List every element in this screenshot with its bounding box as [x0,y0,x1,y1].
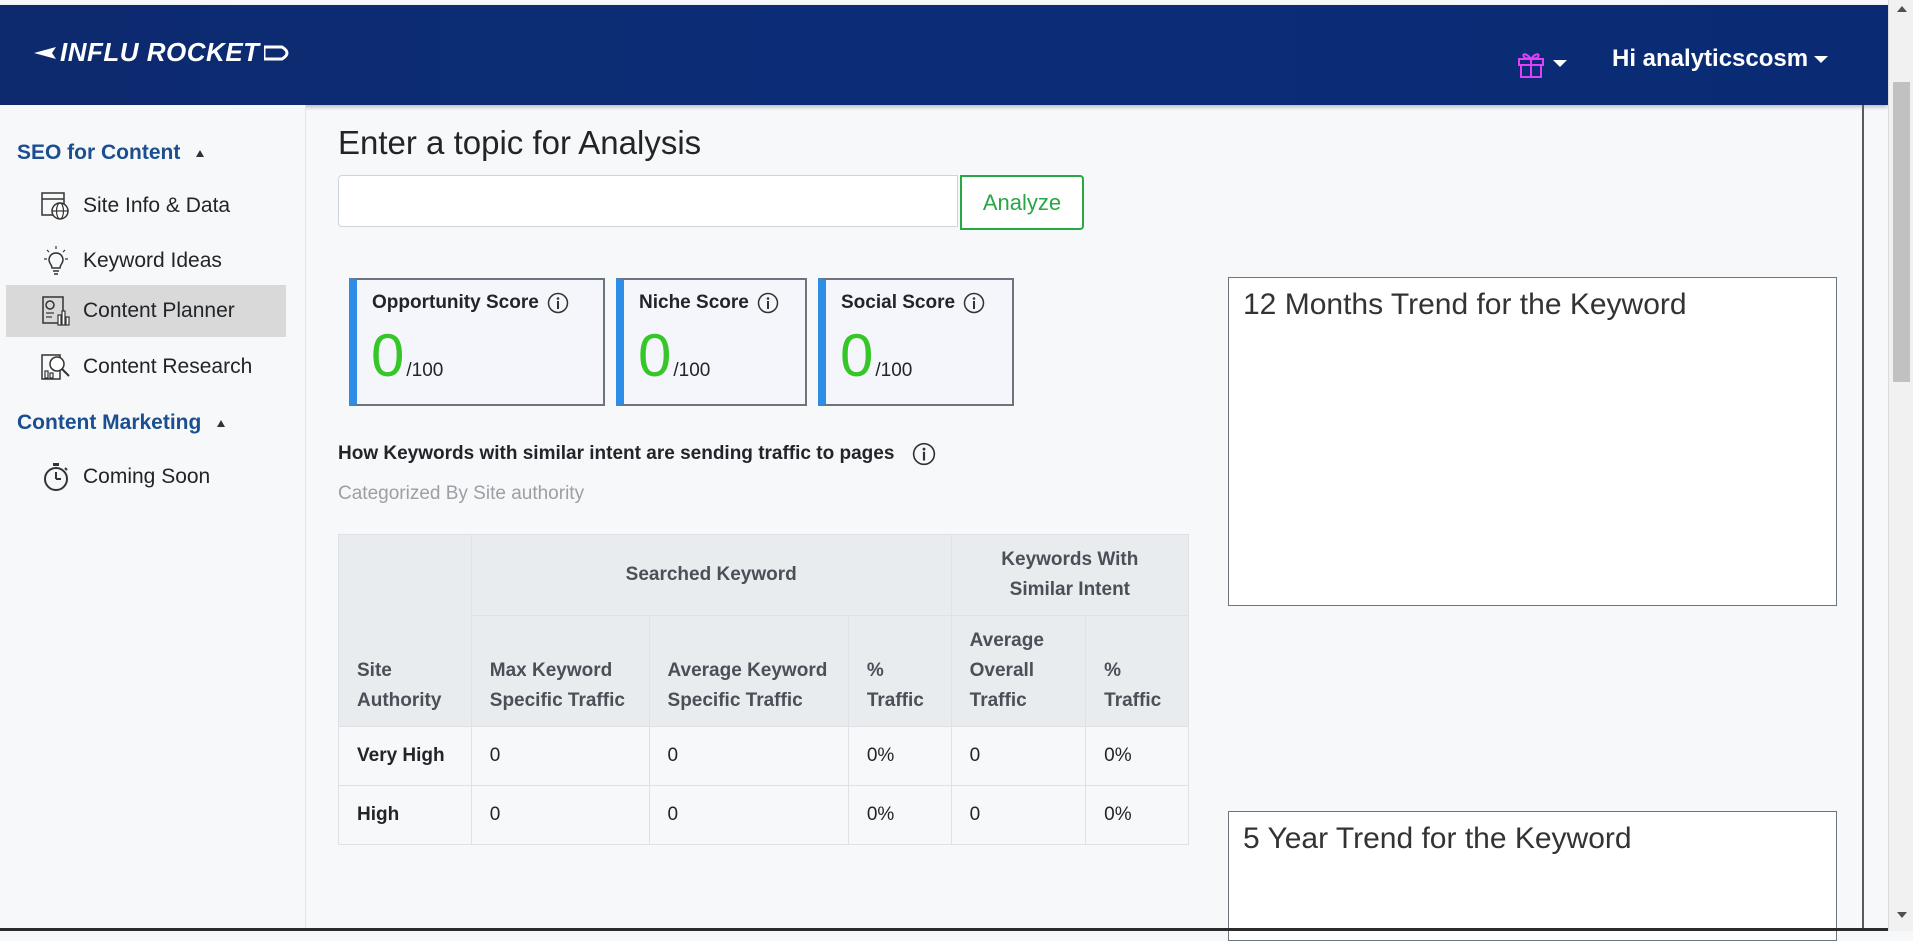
score-label-text: Social Score [841,292,956,313]
scroll-down-arrow-icon[interactable] [1897,912,1907,918]
sidebar: SEO for Content Site Info & Data [0,105,306,931]
chevron-down-icon [1814,55,1829,63]
score-value: 0/100 [371,326,443,386]
column-header: Max Keyword Specific Traffic [470,615,650,727]
traffic-heading: How Keywords with similar intent are sen… [338,442,936,466]
traffic-caption: Categorized By Site authority [338,483,585,504]
column-header: Average Keyword Specific Traffic [648,615,849,727]
globe-grid-icon [39,189,73,223]
row-authority: High [338,785,472,845]
score-number: 0 [638,322,672,389]
table-cell: 0 [950,726,1087,786]
sidebar-item-label: Coming Soon [83,465,211,488]
gift-dropdown[interactable] [1515,47,1567,79]
score-max: /100 [673,360,711,381]
page-title: Enter a topic for Analysis [338,124,702,161]
window-bottom-edge [0,928,1888,931]
collapse-arrow-icon [217,419,226,427]
column-group-similar-intent: Keywords With Similar Intent [950,534,1190,616]
score-max: /100 [875,360,913,381]
score-number: 0 [371,322,405,389]
score-value: 0/100 [840,326,912,386]
sidebar-item-coming-soon[interactable]: Coming Soon [6,451,286,503]
table-cell: 0% [847,785,952,845]
column-header: Average Overall Traffic [950,615,1087,727]
sidebar-item-label: Keyword Ideas [83,249,222,272]
top-navbar: INFLU ROCKET Hi analyticscosm [0,5,1888,105]
opportunity-score-card: Opportunity Score 0/100 [349,278,605,406]
score-label-text: Niche Score [639,292,749,313]
table-row: High 0 0 0% 0 0% [338,785,1189,845]
column-group-searched-keyword: Searched Keyword [470,534,952,616]
sidebar-section-title: SEO for Content [17,141,181,164]
sidebar-item-keyword-ideas[interactable]: Keyword Ideas [6,235,286,287]
trend-panel-title: 5 Year Trend for the Keyword [1243,822,1632,855]
scroll-up-arrow-icon[interactable] [1897,6,1907,12]
info-icon[interactable] [757,292,779,314]
niche-score-card: Niche Score 0/100 [616,278,807,406]
trend-panel-title: 12 Months Trend for the Keyword [1243,288,1687,321]
table-cell: 0% [1085,785,1189,845]
collapse-arrow-icon [196,149,205,157]
table-cell: 0 [470,785,650,845]
scrollbar-thumb[interactable] [1893,82,1910,382]
score-max: /100 [406,360,444,381]
rocket-tail-icon [34,46,56,59]
score-value: 0/100 [638,326,710,386]
planner-chart-icon [39,294,73,328]
influ-rocket-logo[interactable]: INFLU ROCKET [30,37,298,68]
sidebar-section-content-marketing[interactable]: Content Marketing [17,411,226,435]
chevron-down-icon [1553,59,1567,67]
traffic-heading-text: How Keywords with similar intent are sen… [338,443,895,464]
table-cell: 0 [648,785,849,845]
research-magnifier-icon [39,350,73,384]
score-label: Niche Score [639,292,779,314]
info-icon[interactable] [912,442,936,466]
sidebar-section-seo[interactable]: SEO for Content [17,141,205,165]
score-number: 0 [840,322,874,389]
content-divider [1862,105,1864,931]
score-label: Social Score [841,292,985,314]
column-header: % Traffic [1085,615,1189,727]
sidebar-item-content-planner[interactable]: Content Planner [6,285,286,337]
sidebar-item-label: Content Research [83,355,253,378]
user-menu[interactable]: Hi analyticscosm [1612,45,1829,73]
analyze-button[interactable]: Analyze [960,175,1084,230]
sidebar-item-label: Site Info & Data [83,194,231,217]
info-icon[interactable] [547,292,569,314]
social-score-card: Social Score 0/100 [818,278,1014,406]
table-cell: 0 [648,726,849,786]
table-header-row: Max Keyword Specific Traffic Average Key… [339,615,1189,727]
column-header-site-authority: Site Authority [338,534,472,727]
table-cell: 0% [1085,726,1189,786]
user-greeting: Hi analyticscosm [1612,45,1809,72]
info-icon[interactable] [963,292,985,314]
topic-input[interactable] [338,175,958,227]
rocket-nose-icon [263,45,289,60]
trend-5-year-panel: 5 Year Trend for the Keyword [1228,811,1837,941]
table-cell: 0 [470,726,650,786]
table-group-header-row: Site Authority Searched Keyword Keywords… [338,534,1190,727]
vertical-scrollbar[interactable] [1888,0,1913,931]
table-row: Very High 0 0 0% 0 0% [338,726,1189,786]
sidebar-item-content-research[interactable]: Content Research [6,341,286,393]
sidebar-item-label: Content Planner [83,299,235,322]
traffic-table: Site Authority Searched Keyword Keywords… [338,534,1190,845]
stopwatch-icon [39,460,73,494]
sidebar-item-site-info[interactable]: Site Info & Data [6,180,286,232]
score-label: Opportunity Score [372,292,569,314]
score-label-text: Opportunity Score [372,292,539,313]
table-cell: 0% [847,726,952,786]
table-cell: 0 [950,785,1087,845]
gift-icon [1518,53,1544,78]
row-authority: Very High [338,726,472,786]
column-header: % Traffic [847,615,952,727]
trend-12-months-panel: 12 Months Trend for the Keyword [1228,277,1837,606]
sidebar-section-title: Content Marketing [17,411,202,434]
logo-text: INFLU ROCKET [60,37,260,67]
lightbulb-icon [39,244,73,278]
